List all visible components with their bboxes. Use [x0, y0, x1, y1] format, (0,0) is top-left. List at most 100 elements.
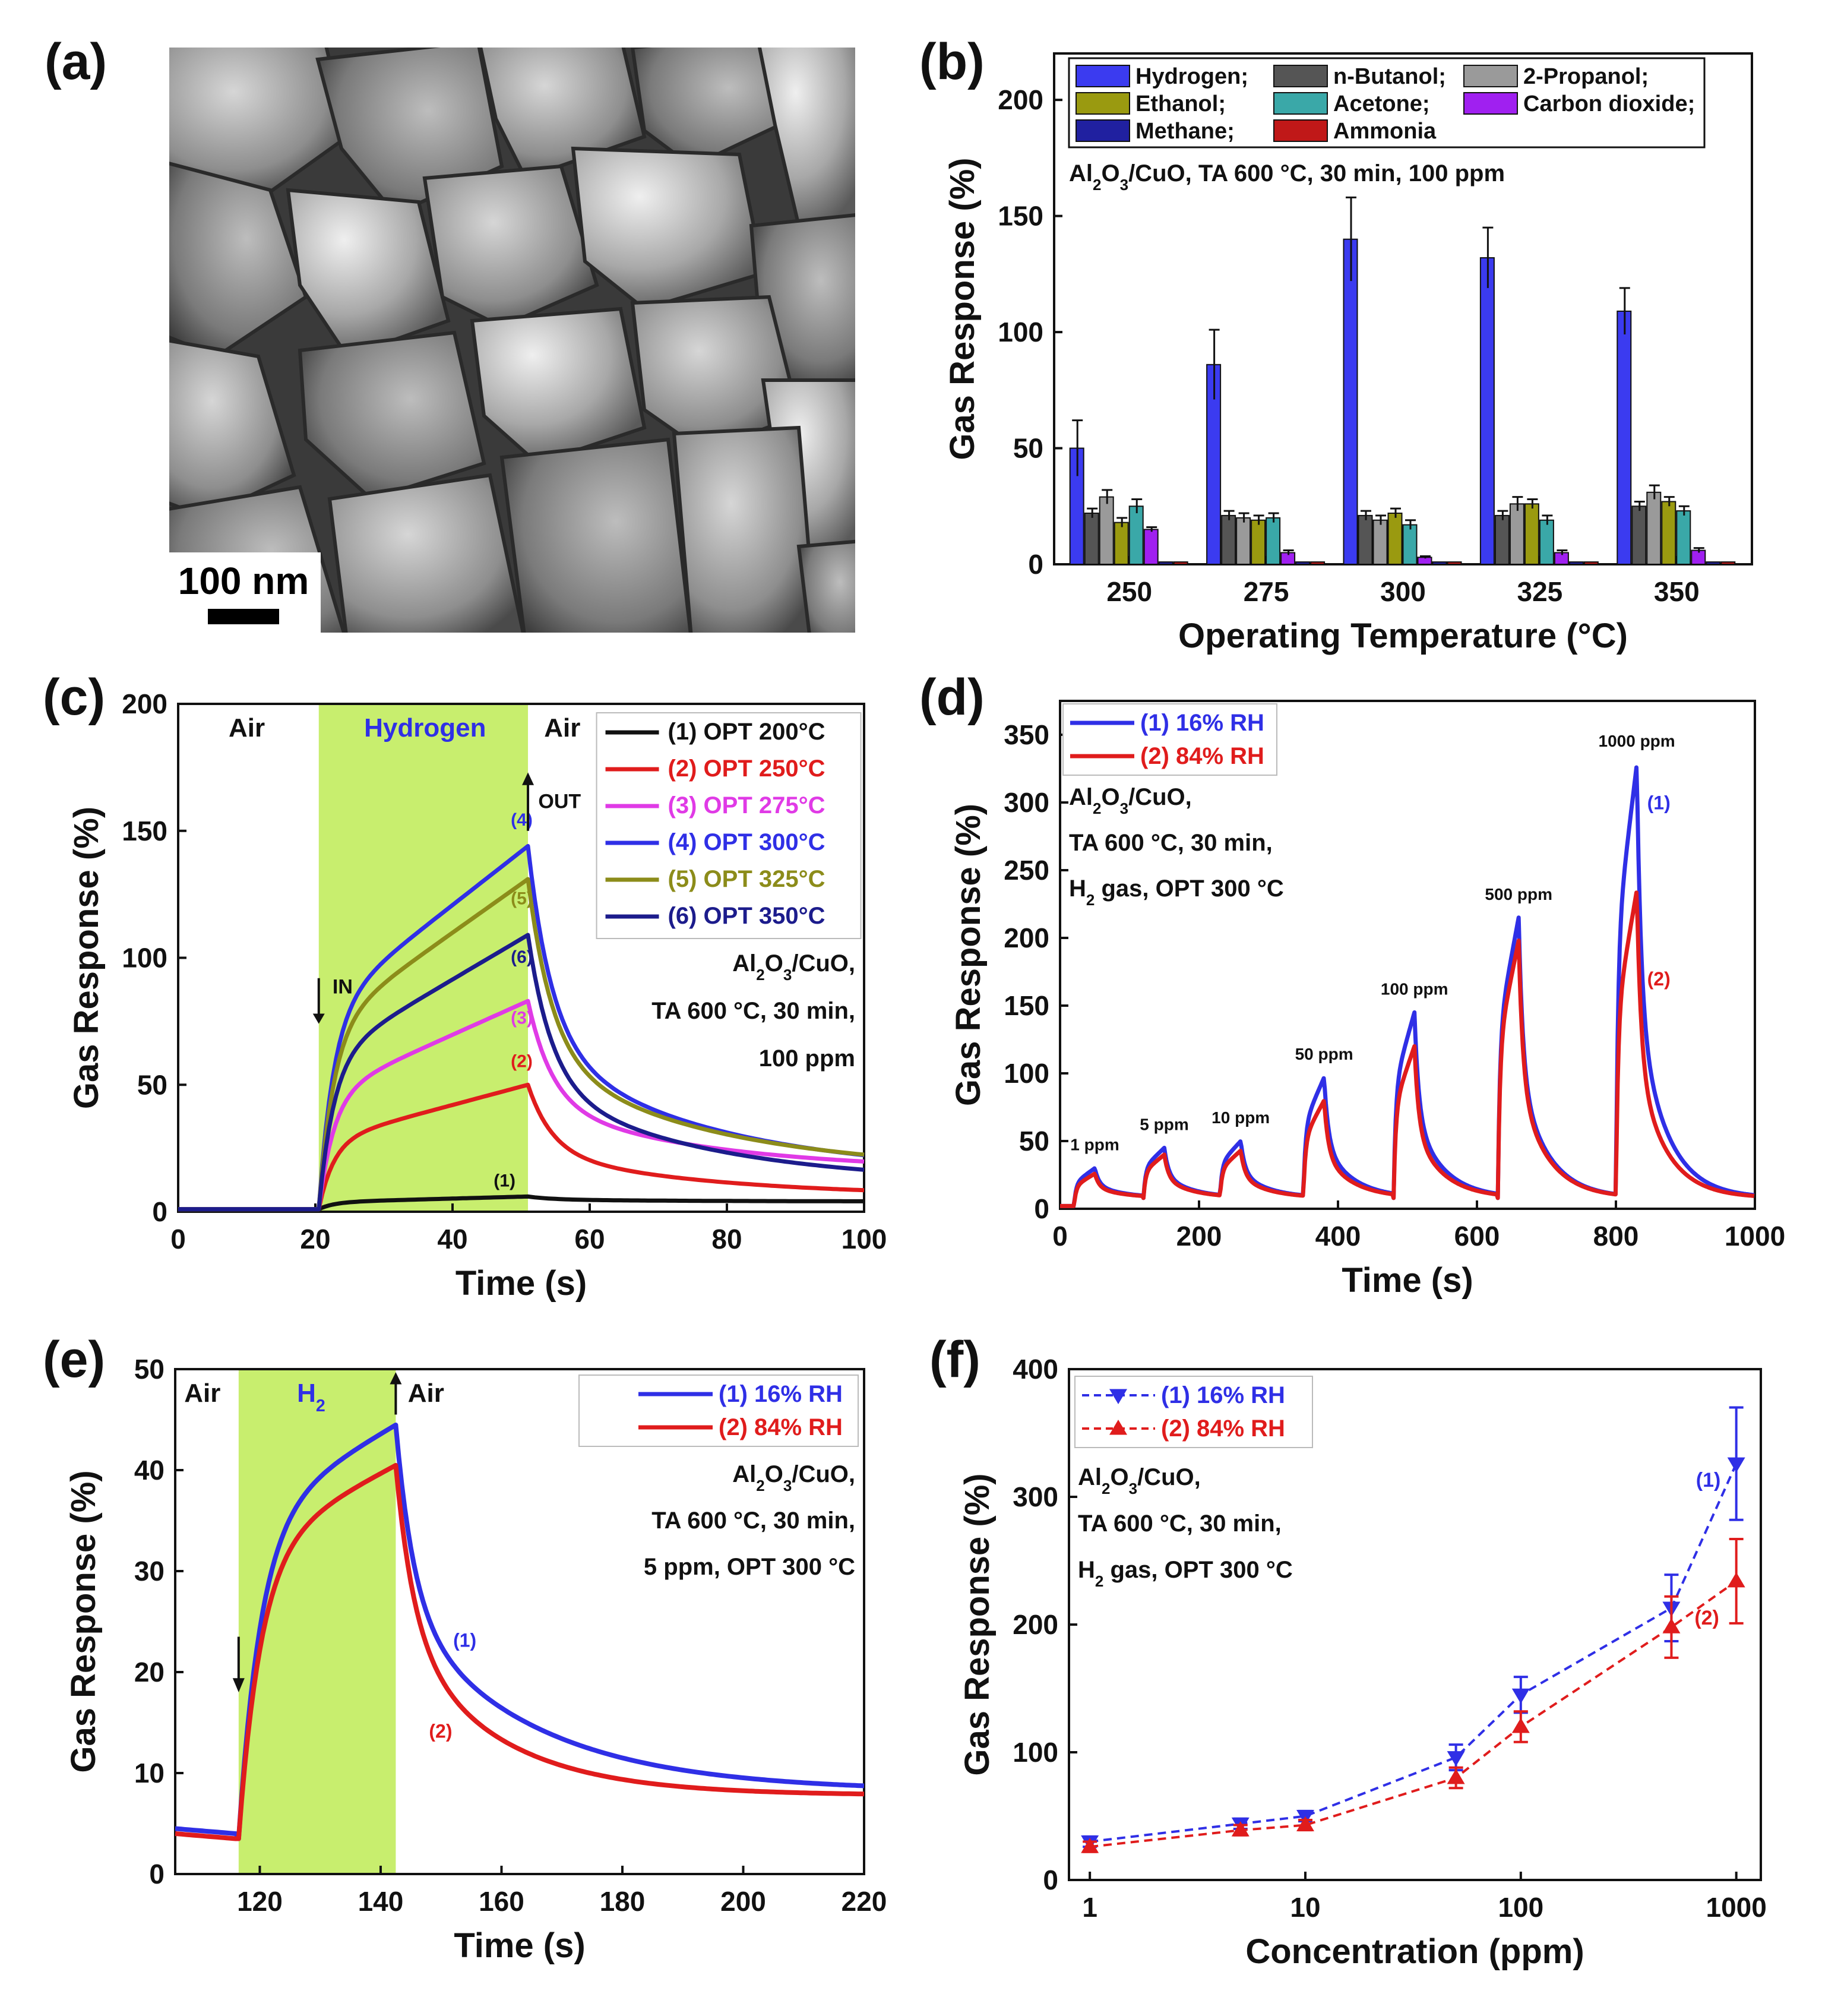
- x-tick-label: 300: [1380, 576, 1426, 607]
- gas-out-arrowhead: [522, 772, 534, 785]
- x-tick-label: 250: [1106, 576, 1152, 607]
- y-tick-label: 150: [998, 201, 1043, 232]
- bar: [1372, 519, 1388, 565]
- x-tick-label: 140: [358, 1886, 404, 1917]
- bar: [1114, 522, 1129, 565]
- bar: [1646, 491, 1662, 565]
- y-tick-label: 30: [134, 1556, 165, 1587]
- sem-micrograph: 100 nm: [169, 48, 855, 633]
- series-tag: (2): [1647, 968, 1671, 990]
- legend-label: (1) 16% RH: [1161, 1382, 1285, 1408]
- x-tick-label: 400: [1315, 1221, 1361, 1252]
- legend-swatch: [1463, 65, 1518, 87]
- annotation: Al2O3/CuO, TA 600 °C, 30 min, 100 ppm: [1069, 160, 1505, 194]
- legend-label: Acetone;: [1333, 91, 1430, 116]
- y-tick-label: 100: [122, 943, 167, 974]
- panel-label-d: (d): [919, 669, 985, 726]
- legend-swatch: [1076, 92, 1130, 115]
- data-point: [1727, 1572, 1745, 1588]
- legend-label: (5) OPT 325°C: [668, 866, 825, 892]
- legend-box: [1062, 703, 1277, 776]
- series-tag: (1): [453, 1630, 476, 1651]
- series-tag: (2): [1694, 1607, 1719, 1629]
- legend-swatch: [1076, 119, 1130, 142]
- legend-label: (3) OPT 275°C: [668, 792, 825, 819]
- annotation: TA 600 °C, 30 min,: [651, 998, 855, 1024]
- y-tick-label: 50: [134, 1354, 165, 1385]
- legend-label: Ethanol;: [1135, 91, 1226, 116]
- bar: [1706, 561, 1721, 565]
- panel-label-c: (c): [43, 669, 106, 726]
- data-point: [1727, 1457, 1745, 1473]
- annotation: 100 ppm: [759, 1045, 855, 1072]
- x-tick-label: 100: [842, 1224, 887, 1255]
- data-point: [1511, 1718, 1530, 1733]
- y-tick-label: 20: [134, 1657, 165, 1688]
- legend-label: (4) OPT 300°C: [668, 829, 825, 855]
- bar: [1720, 561, 1736, 565]
- annotation: TA 600 °C, 30 min,: [1078, 1511, 1282, 1537]
- y-axis-label: Gas Response (%): [943, 157, 982, 460]
- x-axis-label: Operating Temperature (°C): [1178, 617, 1628, 655]
- y-tick-label: 350: [1004, 719, 1049, 750]
- legend-box: [1074, 1376, 1313, 1448]
- annotation: H2 gas, OPT 300 °C: [1078, 1557, 1293, 1590]
- pulse-label: 1 ppm: [1070, 1136, 1119, 1154]
- pulse-label: 500 ppm: [1485, 885, 1552, 903]
- region-label: Air: [184, 1379, 220, 1408]
- x-tick-label: 350: [1654, 576, 1700, 607]
- y-tick-label: 400: [1013, 1354, 1058, 1385]
- y-tick-label: 0: [1043, 1865, 1058, 1895]
- series-tag: (4): [511, 810, 533, 830]
- x-axis-label: Concentration (ppm): [1245, 1932, 1584, 1971]
- x-tick-label: 220: [842, 1886, 887, 1917]
- x-tick-label: 20: [300, 1224, 330, 1255]
- series-line: [1059, 890, 1755, 1208]
- pulse-label: 5 ppm: [1140, 1115, 1188, 1133]
- annotation: TA 600 °C, 30 min,: [651, 1508, 855, 1534]
- x-tick-label: 275: [1244, 576, 1289, 607]
- legend-label: (1) OPT 200°C: [668, 719, 825, 745]
- legend-marker: [1109, 1420, 1127, 1435]
- region-label: Air: [544, 713, 580, 742]
- x-tick-label: 800: [1593, 1221, 1639, 1252]
- legend-label: 2-Propanol;: [1523, 64, 1649, 89]
- legend-box: [1068, 57, 1706, 148]
- bar: [1539, 519, 1554, 565]
- bar: [1266, 517, 1281, 565]
- bar: [1158, 561, 1173, 565]
- x-tick-label: 100: [1498, 1892, 1543, 1923]
- bar: [1447, 561, 1462, 565]
- annotation: Al2O3/CuO,: [1069, 784, 1192, 817]
- y-tick-label: 100: [998, 317, 1043, 347]
- data-point: [1231, 1821, 1250, 1837]
- y-tick-label: 100: [1013, 1737, 1058, 1768]
- y-tick-label: 200: [998, 84, 1043, 115]
- x-tick-label: 120: [237, 1886, 283, 1917]
- series-tag: (1): [1696, 1469, 1721, 1492]
- legend-label: (2) OPT 250°C: [668, 756, 825, 782]
- plot-frame: [1059, 700, 1756, 1210]
- x-tick-label: 60: [574, 1224, 605, 1255]
- arrow-label: IN: [333, 975, 353, 998]
- y-tick-label: 200: [1013, 1609, 1058, 1640]
- bar: [1173, 561, 1188, 565]
- sem-grains: [169, 48, 855, 633]
- series-tag: (2): [429, 1721, 452, 1742]
- legend-swatch: [1076, 65, 1130, 87]
- legend-swatch: [1273, 65, 1328, 87]
- bar: [1358, 514, 1373, 565]
- legend-swatch: [1273, 92, 1328, 115]
- panel-d-line-chart: 0 50 100 150 200 250 300 350 0 200 400 600 800 1000 Ti…: [949, 700, 1785, 1300]
- x-tick-label: 600: [1454, 1221, 1500, 1252]
- y-tick-label: 0: [1034, 1193, 1049, 1224]
- data-point: [1081, 1838, 1099, 1853]
- scale-bar-label: 100 nm: [178, 560, 309, 602]
- bar: [1387, 513, 1403, 565]
- x-axis-label: Time (s): [454, 1926, 585, 1965]
- panel-label-b: (b): [919, 33, 985, 90]
- legend-swatch: [1463, 92, 1518, 115]
- x-tick-label: 325: [1517, 576, 1563, 607]
- y-axis-label: Gas Response (%): [64, 1470, 103, 1772]
